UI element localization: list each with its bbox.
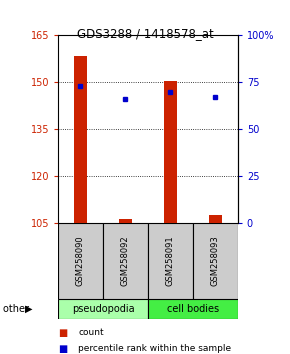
Text: count: count [78, 328, 104, 337]
Bar [148, 223, 193, 299]
Text: ▶: ▶ [25, 304, 33, 314]
Bar [164, 81, 177, 223]
Text: pseudopodia: pseudopodia [72, 304, 134, 314]
Bar [193, 223, 238, 299]
Text: GSM258092: GSM258092 [121, 236, 130, 286]
Bar [148, 299, 238, 319]
Text: ■: ■ [58, 344, 67, 354]
Text: other: other [3, 304, 32, 314]
Text: percentile rank within the sample: percentile rank within the sample [78, 344, 231, 353]
Text: GSM258091: GSM258091 [166, 236, 175, 286]
Text: GSM258090: GSM258090 [76, 236, 85, 286]
Bar [58, 299, 148, 319]
Text: cell bodies: cell bodies [167, 304, 219, 314]
Bar [74, 56, 87, 223]
Bar [103, 223, 148, 299]
Bar [58, 223, 103, 299]
Bar [209, 215, 222, 223]
Text: GDS3288 / 1418578_at: GDS3288 / 1418578_at [77, 27, 213, 40]
Text: ■: ■ [58, 328, 67, 338]
Bar [119, 219, 132, 223]
Text: GSM258093: GSM258093 [211, 236, 220, 286]
